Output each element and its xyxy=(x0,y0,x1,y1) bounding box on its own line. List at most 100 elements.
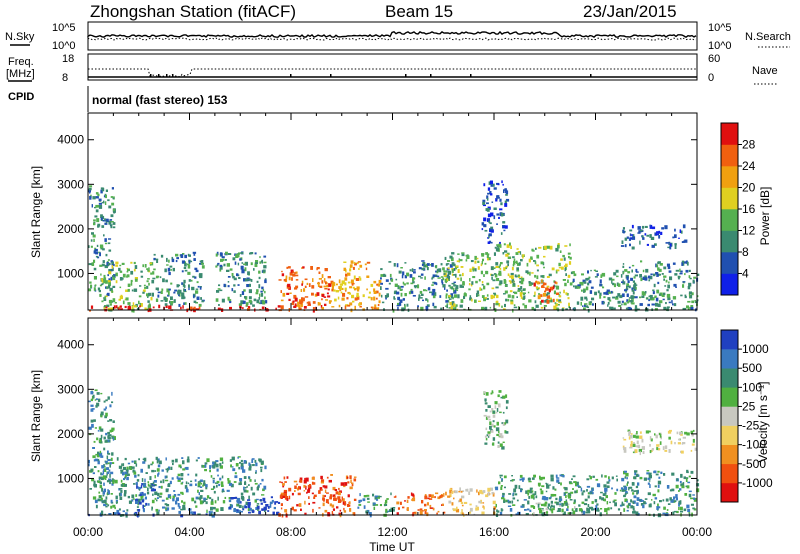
velocity-cell xyxy=(222,500,226,504)
power-cell xyxy=(339,283,344,286)
velocity-cell xyxy=(546,507,548,511)
velocity-cell xyxy=(171,507,175,510)
velocity-cell xyxy=(685,485,688,488)
velocity-cell xyxy=(106,493,109,496)
velocity-cell xyxy=(134,461,137,463)
velocity-cell xyxy=(107,452,111,455)
power-cell xyxy=(503,293,506,295)
power-cell xyxy=(599,295,602,299)
power-cell xyxy=(177,290,180,295)
power-cell xyxy=(585,286,589,291)
power-cell xyxy=(244,267,247,272)
velocity-cell xyxy=(595,478,599,481)
power-cell xyxy=(232,257,236,261)
velocity-cell xyxy=(99,481,102,485)
velocity-cell xyxy=(342,498,345,502)
power-cell xyxy=(657,281,660,285)
power-cell xyxy=(99,244,104,249)
power-cell xyxy=(404,262,407,264)
velocity-cell xyxy=(549,508,551,511)
velocity-cell xyxy=(449,493,452,497)
velocity-cell xyxy=(378,495,382,498)
power-cell xyxy=(454,306,457,309)
velocity-cell xyxy=(476,506,479,511)
power-cell xyxy=(486,208,490,212)
power-cell xyxy=(634,296,638,299)
power-cell xyxy=(610,306,614,311)
power-cell xyxy=(505,298,508,302)
power-cell xyxy=(421,267,425,271)
power-cell xyxy=(178,289,182,294)
power-cell xyxy=(621,303,623,306)
velocity-cell xyxy=(644,498,648,500)
velocity-cell xyxy=(126,476,129,481)
power-cell xyxy=(609,306,612,310)
velocity-cell xyxy=(596,503,599,506)
velocity-cell xyxy=(692,438,695,443)
power-cell xyxy=(667,266,671,270)
power-y-tick-label: 3000 xyxy=(57,177,84,191)
power-cell xyxy=(231,288,234,292)
velocity-cell xyxy=(251,459,254,463)
velocity-cell xyxy=(524,509,527,511)
power-cell xyxy=(568,261,572,265)
power-cell xyxy=(239,305,242,309)
power-cell xyxy=(629,233,632,237)
velocity-cell xyxy=(529,488,532,492)
power-cell xyxy=(669,276,673,281)
velocity-cell xyxy=(91,408,95,410)
velocity-cell xyxy=(623,438,627,441)
velocity-cell xyxy=(492,410,495,414)
power-cell xyxy=(665,242,669,244)
power-cell xyxy=(111,202,115,206)
power-cell xyxy=(688,282,692,287)
power-cell xyxy=(304,278,308,281)
velocity-cell xyxy=(232,468,236,472)
velocity-cell xyxy=(291,506,294,511)
velocity-cell xyxy=(485,409,488,412)
power-cell xyxy=(446,303,449,306)
power-cell xyxy=(654,295,657,298)
power-cell xyxy=(520,276,523,279)
velocity-cell xyxy=(90,404,94,407)
power-cell xyxy=(516,248,519,250)
velocity-cell xyxy=(134,474,137,478)
velocity-cell xyxy=(263,506,267,511)
velocity-cell xyxy=(657,470,660,473)
velocity-cell xyxy=(576,485,580,487)
power-cell xyxy=(395,278,398,281)
velocity-cell xyxy=(487,415,491,419)
power-cell xyxy=(537,287,540,290)
velocity-cell xyxy=(97,480,101,483)
velocity-cell xyxy=(537,502,541,505)
velocity-cell xyxy=(216,468,219,472)
velocity-cell xyxy=(90,398,93,402)
power-cell xyxy=(559,295,562,298)
power-cell xyxy=(110,196,114,198)
velocity-cell xyxy=(151,461,154,464)
power-cell xyxy=(420,273,424,276)
power-cell xyxy=(640,229,643,232)
power-cell xyxy=(156,275,160,278)
power-cell xyxy=(359,302,362,305)
power-cell xyxy=(641,225,645,229)
velocity-cell xyxy=(233,508,236,512)
velocity-cell xyxy=(520,488,523,491)
power-colorbar-label: Power [dB] xyxy=(758,187,772,246)
power-cell xyxy=(572,278,575,283)
velocity-cell xyxy=(92,455,96,459)
power-cell xyxy=(96,244,99,247)
power-cell xyxy=(482,258,484,262)
power-cell xyxy=(477,294,480,297)
velocity-cell xyxy=(626,505,629,508)
velocity-cell xyxy=(530,494,535,499)
velocity-cell xyxy=(591,506,594,511)
velocity-cell xyxy=(558,498,563,501)
power-cell xyxy=(648,279,651,282)
power-cell xyxy=(487,187,491,191)
velocity-cell xyxy=(291,492,294,496)
velocity-cell xyxy=(632,451,635,454)
velocity-cell xyxy=(297,492,301,496)
power-cell xyxy=(626,283,629,287)
velocity-cell xyxy=(101,487,103,492)
